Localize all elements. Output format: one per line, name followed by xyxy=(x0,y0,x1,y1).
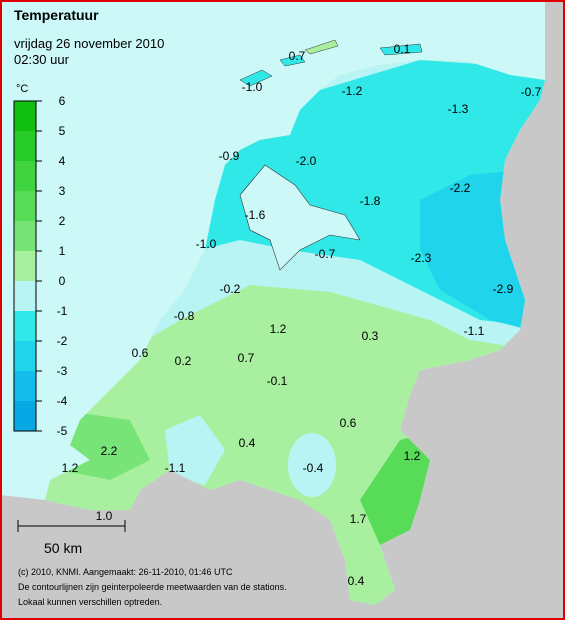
reading: 0.6 xyxy=(340,416,357,430)
reading: 1.7 xyxy=(350,512,367,526)
reading: -1.3 xyxy=(448,102,469,116)
legend-tick-label: -3 xyxy=(57,364,68,378)
reading: 0.4 xyxy=(348,574,365,588)
reading: -2.3 xyxy=(411,251,432,265)
legend-band xyxy=(14,131,36,161)
reading: -0.7 xyxy=(315,247,336,261)
reading: -0.2 xyxy=(220,282,241,296)
legend-band xyxy=(14,221,36,251)
legend-tick-label: 0 xyxy=(59,274,66,288)
reading: -0.9 xyxy=(219,149,240,163)
reading: 1.2 xyxy=(404,449,421,463)
reading: -1.2 xyxy=(342,84,363,98)
footer-line: De contourlijnen zijn geinterpoleerde me… xyxy=(18,582,287,592)
legend-band xyxy=(14,251,36,281)
zone-cold-spot xyxy=(288,433,336,497)
reading: -0.8 xyxy=(174,309,195,323)
reading: 0.6 xyxy=(132,346,149,360)
legend-tick-label: 5 xyxy=(59,124,66,138)
reading: 0.7 xyxy=(238,351,255,365)
readings: 0.7 0.1 -1.0 -1.2 -1.3 -0.7 -0.9 -2.0 -2.2 -1… xyxy=(62,42,542,588)
reading: -1.0 xyxy=(242,80,263,94)
legend-frame xyxy=(13,100,37,432)
footer-line: Lokaal kunnen verschillen optreden. xyxy=(18,597,162,607)
islands xyxy=(239,39,423,87)
ijsselmeer xyxy=(239,164,361,271)
title: Temperatuur xyxy=(14,7,99,23)
legend-band xyxy=(14,311,36,341)
legend: 6 5 4 3 2 1 0 -1 -2 -3 -4 -5 xyxy=(13,94,68,438)
reading: 2.2 xyxy=(101,444,118,458)
reading: -1.0 xyxy=(196,237,217,251)
legend-tick-label: 2 xyxy=(59,214,66,228)
scale-bar xyxy=(17,520,126,532)
legend-tick-label: -5 xyxy=(57,424,68,438)
reading: 0.3 xyxy=(362,329,379,343)
legend-tick-label: -1 xyxy=(57,304,68,318)
legend-tick-label: -4 xyxy=(57,394,68,408)
legend-tick-label: 1 xyxy=(59,244,66,258)
reading: -1.8 xyxy=(360,194,381,208)
reading: -0.7 xyxy=(521,85,542,99)
reading: -1.1 xyxy=(165,461,186,475)
reading: 0.2 xyxy=(175,354,192,368)
reading: 1.2 xyxy=(270,322,287,336)
time: 02:30 uur xyxy=(14,52,70,67)
zone-cold-south xyxy=(165,415,225,485)
reading: 1.2 xyxy=(62,461,79,475)
legend-tick-label: 4 xyxy=(59,154,66,168)
legend-tick-label: 3 xyxy=(59,184,66,198)
reading: -1.1 xyxy=(464,324,485,338)
reading: 0.1 xyxy=(394,42,411,56)
legend-band xyxy=(14,281,36,311)
reading: 0.4 xyxy=(239,436,256,450)
legend-tick-label: -2 xyxy=(57,334,68,348)
legend-band xyxy=(14,101,36,131)
legend-band xyxy=(14,191,36,221)
reading: -0.1 xyxy=(267,374,288,388)
reading: -2.0 xyxy=(296,154,317,168)
legend-band xyxy=(14,371,36,401)
reading: -1.6 xyxy=(245,208,266,222)
legend-band xyxy=(14,401,36,431)
legend-tick-label: 6 xyxy=(59,94,66,108)
reading: -0.4 xyxy=(303,461,324,475)
legend-band xyxy=(14,161,36,191)
reading: 0.7 xyxy=(289,49,306,63)
scale-label: 50 km xyxy=(44,540,82,556)
footer-line: (c) 2010, KNMI. Aangemaakt: 26-11-2010, … xyxy=(18,567,233,577)
reading: 1.0 xyxy=(96,509,113,523)
legend-band xyxy=(14,341,36,371)
date: vrijdag 26 november 2010 xyxy=(14,36,164,51)
reading: -2.2 xyxy=(450,181,471,195)
reading: -2.9 xyxy=(493,282,514,296)
legend-unit: °C xyxy=(16,83,28,95)
